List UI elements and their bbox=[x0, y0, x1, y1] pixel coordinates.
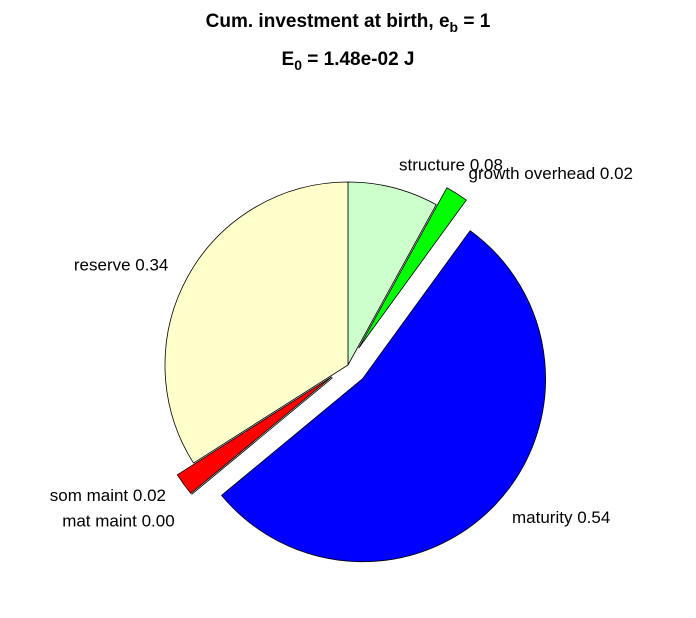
slice-name: mat maint bbox=[62, 512, 137, 531]
chart-subtitle: E0 = 1.48e-02 J bbox=[282, 49, 415, 73]
slice-value: 0.34 bbox=[135, 256, 168, 275]
slice-value: 0.08 bbox=[470, 156, 503, 175]
slice-label: som maint 0.02 bbox=[50, 487, 166, 506]
slice-value: 0.54 bbox=[577, 508, 610, 527]
pie-slice bbox=[164, 181, 349, 464]
title-text: Cum. investment at birth, e bbox=[206, 11, 450, 32]
slice-name: growth overhead bbox=[469, 165, 596, 184]
slice-value: 0.00 bbox=[142, 512, 175, 531]
slice-value: 0.02 bbox=[133, 487, 166, 506]
title-subscript: b bbox=[450, 19, 459, 35]
pie-slice bbox=[358, 187, 467, 349]
pie-slice bbox=[176, 376, 333, 494]
slice-name: maturity bbox=[512, 508, 573, 527]
slice-name: structure bbox=[399, 156, 465, 175]
pie-slice bbox=[221, 230, 546, 563]
chart-title: Cum. investment at birth, eb = 1 bbox=[206, 11, 491, 35]
subtitle-text: E bbox=[282, 49, 295, 70]
slice-label: mat maint 0.00 bbox=[62, 512, 174, 531]
pie-slice bbox=[347, 181, 437, 366]
title-text: = 1 bbox=[458, 11, 491, 32]
slice-label: reserve 0.34 bbox=[74, 256, 169, 275]
slice-label: maturity 0.54 bbox=[512, 508, 610, 527]
slice-name: som maint bbox=[50, 487, 129, 506]
slice-label: growth overhead 0.02 bbox=[469, 165, 633, 184]
pie-slice bbox=[191, 377, 333, 495]
slice-value: 0.02 bbox=[600, 165, 633, 184]
subtitle-text: = 1.48e-02 J bbox=[302, 49, 415, 70]
subtitle-subscript: 0 bbox=[294, 57, 302, 73]
slice-name: reserve bbox=[74, 256, 131, 275]
slice-label: structure 0.08 bbox=[399, 156, 503, 175]
